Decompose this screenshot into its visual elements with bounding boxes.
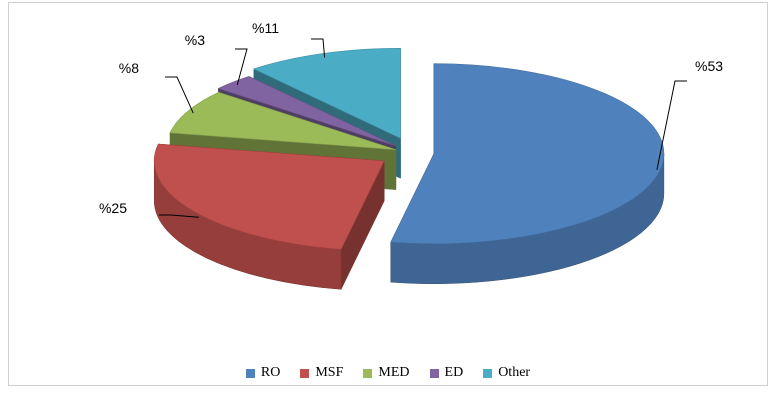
legend-swatch-msf <box>300 368 310 378</box>
leader-line-other <box>311 38 326 58</box>
legend-label-msf: MSF <box>315 365 344 380</box>
data-label-ro: %53 <box>695 58 723 74</box>
legend-swatch-other <box>483 368 493 378</box>
pie-slice-ro <box>390 63 665 284</box>
legend-label-other: Other <box>498 365 531 380</box>
data-label-msf: %25 <box>99 200 127 216</box>
leader-line-med <box>165 76 194 114</box>
data-label-ed: %3 <box>185 32 205 48</box>
leader-line-msf <box>159 214 199 218</box>
pie-slice-msf <box>153 143 385 290</box>
legend-swatch-ro <box>245 368 255 378</box>
leader-line-ro <box>656 80 687 170</box>
legend-label-ed: ED <box>444 365 464 380</box>
data-label-med: %8 <box>119 60 139 76</box>
legend-item-med: MED <box>363 363 410 383</box>
legend-swatch-med <box>363 368 373 378</box>
legend-item-ro: RO <box>245 363 281 383</box>
legend-item-ed: ED <box>429 363 464 383</box>
legend-label-med: MED <box>378 365 410 380</box>
pie-chart: %53 %25 %8 %3 %11 <box>99 20 723 290</box>
leader-line-ed <box>235 48 248 86</box>
data-label-other: %11 <box>252 20 279 36</box>
legend: RO MSF MED ED Other <box>9 363 767 383</box>
chart-frame: %53 %25 %8 %3 %11 RO MSF MED ED Other <box>8 2 768 386</box>
legend-swatch-ed <box>429 368 439 378</box>
legend-item-other: Other <box>483 363 530 383</box>
legend-label-ro: RO <box>260 365 281 380</box>
legend-item-msf: MSF <box>300 363 343 383</box>
